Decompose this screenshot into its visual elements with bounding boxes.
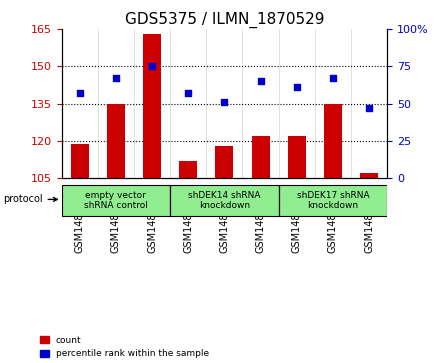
Point <box>330 76 337 81</box>
Point <box>76 90 83 96</box>
Legend: count, percentile rank within the sample: count, percentile rank within the sample <box>40 336 209 359</box>
Point <box>257 78 264 84</box>
Bar <box>360 174 378 178</box>
Bar <box>179 161 197 178</box>
Point <box>221 99 228 105</box>
Bar <box>107 104 125 178</box>
Point <box>366 105 373 111</box>
Bar <box>143 34 161 178</box>
Bar <box>288 136 306 178</box>
Point <box>293 84 300 90</box>
Text: shDEK14 shRNA
knockdown: shDEK14 shRNA knockdown <box>188 191 260 210</box>
Bar <box>279 185 387 216</box>
Bar <box>62 185 170 216</box>
Bar <box>215 146 234 178</box>
Point <box>112 76 119 81</box>
Point <box>149 64 156 69</box>
Bar <box>252 136 270 178</box>
Bar <box>170 185 279 216</box>
Title: GDS5375 / ILMN_1870529: GDS5375 / ILMN_1870529 <box>125 12 324 28</box>
Bar <box>71 143 89 178</box>
Bar <box>324 104 342 178</box>
Text: shDEK17 shRNA
knockdown: shDEK17 shRNA knockdown <box>297 191 369 210</box>
Point <box>185 90 192 96</box>
Text: empty vector
shRNA control: empty vector shRNA control <box>84 191 148 210</box>
Text: protocol: protocol <box>3 195 57 204</box>
